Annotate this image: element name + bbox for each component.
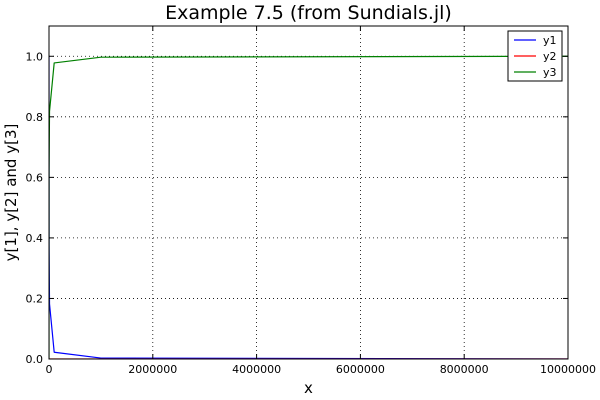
chart-title: Example 7.5 (from Sundials.jl) <box>165 2 452 24</box>
x-tick-label: 10000000 <box>540 363 596 376</box>
plot-frame <box>48 25 569 360</box>
x-tick-label: 2000000 <box>128 363 177 376</box>
y-axis-label: y[1], y[2] and y[3] <box>2 124 20 262</box>
x-axis-label: x <box>304 379 313 397</box>
y-tick-label: 0.6 <box>26 171 44 184</box>
legend: y1 y2 y3 <box>507 30 563 82</box>
y-tick-label: 0.4 <box>26 232 44 245</box>
y-tick-label: 0.8 <box>26 111 44 124</box>
y-tick-label: 1.0 <box>26 50 44 63</box>
legend-label-y1: y1 <box>543 34 557 47</box>
y-tick-label: 0.0 <box>26 353 44 366</box>
x-tick-label: 0 <box>46 363 53 376</box>
axis-ticks: 0 2000000 4000000 6000000 8000000 10000000 0.0… <box>26 26 596 376</box>
x-tick-label: 8000000 <box>440 363 489 376</box>
legend-label-y3: y3 <box>543 66 557 79</box>
y-tick-label: 0.2 <box>26 292 44 305</box>
legend-label-y2: y2 <box>543 50 557 63</box>
x-tick-label: 6000000 <box>336 363 385 376</box>
x-tick-label: 4000000 <box>232 363 281 376</box>
